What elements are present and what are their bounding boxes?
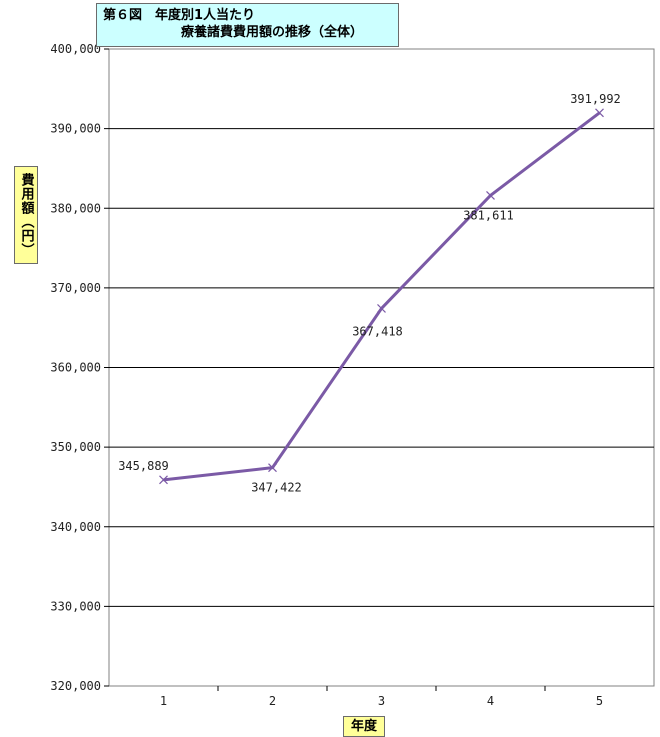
x-tick-label: 1 [160,694,167,708]
data-point-marker [377,304,386,313]
data-label: 381,611 [463,208,514,222]
chart-title: 第６図 年度別1人当たり 療養諸費費用額の推移（全体） [96,3,399,47]
data-label: 345,889 [118,459,169,473]
y-tick-label: 320,000 [50,679,101,693]
y-tick-label: 380,000 [50,201,101,215]
data-point-marker [595,108,604,118]
y-tick-label: 330,000 [50,599,101,613]
data-point-marker [159,475,168,485]
data-label: 367,418 [352,324,403,338]
chart-title-line1: 第６図 年度別1人当たり [103,8,256,23]
y-axis-label: 費用額（円） [14,166,38,264]
x-tick-label: 3 [378,694,385,708]
y-tick-label: 370,000 [50,281,101,295]
x-axis-ticks: 1 2 3 4 5 [160,686,603,708]
y-tick-label: 350,000 [50,440,101,454]
x-tick-label: 5 [596,694,603,708]
y-tick-label: 400,000 [50,42,101,56]
gridlines [109,128,654,607]
series-line [159,108,604,485]
data-point-marker [486,190,495,200]
y-tick-label: 390,000 [50,122,101,136]
y-tick-label: 360,000 [50,361,101,375]
x-tick-label: 4 [487,694,494,708]
data-point-marker [268,463,277,473]
data-labels: 345,889 347,422 367,418 381,611 391,992 [118,92,621,495]
chart-title-line2: 療養諸費費用額の推移（全体） [181,25,364,40]
x-axis-label: 年度 [343,716,385,737]
y-axis-ticks: 320,000 330,000 340,000 350,000 360,000 370,0… [50,42,109,693]
y-tick-label: 340,000 [50,520,101,534]
data-label: 347,422 [251,481,302,495]
data-label: 391,992 [570,92,621,106]
x-tick-label: 2 [269,694,276,708]
